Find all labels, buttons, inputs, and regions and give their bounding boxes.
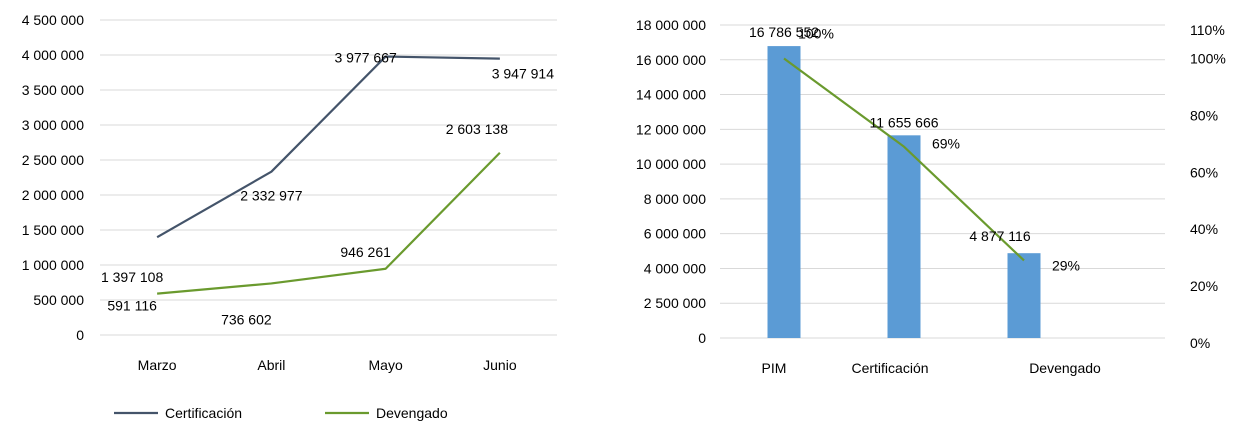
- y-tick-label: 0: [76, 327, 84, 343]
- x-tick-label: Certificación: [851, 360, 928, 376]
- legend-label: Devengado: [376, 405, 448, 421]
- line-chart-monthly: 0 500 000 1 000 000 1 500 000 2 000 000 2 500…: [22, 12, 557, 421]
- data-label: 1 397 108: [101, 269, 163, 285]
- y2-tick-label: 40%: [1190, 221, 1218, 237]
- data-label: 3 947 914: [492, 66, 554, 82]
- y2-tick-label: 110%: [1190, 22, 1225, 38]
- y-tick-label: 0: [698, 330, 706, 346]
- y-tick-label: 3 000 000: [22, 117, 84, 133]
- bar-certificación: [887, 135, 921, 338]
- legend-item: Devengado: [325, 405, 448, 421]
- y-tick-label: 16 000 000: [636, 52, 706, 68]
- percentage-label: 100%: [798, 25, 834, 41]
- x-tick-label: Junio: [483, 357, 517, 373]
- bar-value-label: 4 877 116: [969, 228, 1030, 244]
- series-line-1: [156, 55, 500, 239]
- y-tick-label: 1 500 000: [22, 222, 84, 238]
- y-tick-label: 4 500 000: [22, 12, 84, 28]
- legend-label: Certificación: [165, 405, 242, 421]
- percentage-label: 29%: [1052, 257, 1080, 273]
- x-tick-label: Mayo: [369, 357, 403, 373]
- data-label: 2 603 138: [446, 121, 508, 137]
- y-tick-label: 2 000 000: [22, 187, 84, 203]
- y2-tick-label: 60%: [1190, 164, 1218, 180]
- y-tick-label: 10 000 000: [636, 156, 706, 172]
- legend-item: Certificación: [114, 405, 242, 421]
- y2-tick-label: 0%: [1190, 335, 1210, 351]
- y2-tick-label: 80%: [1190, 107, 1218, 123]
- x-tick-label: Marzo: [138, 357, 177, 373]
- x-tick-label: Abril: [257, 357, 285, 373]
- percentage-line: [783, 57, 1025, 262]
- x-tick-label: PIM: [762, 360, 787, 376]
- data-label: 591 116: [107, 298, 157, 314]
- data-label: 946 261: [340, 244, 391, 260]
- y-tick-label: 14 000 000: [636, 87, 706, 103]
- y-tick-label: 6 000 000: [644, 226, 706, 242]
- data-label: 736 602: [221, 311, 272, 327]
- y-tick-label: 8 000 000: [644, 191, 706, 207]
- y-tick-label: 18 000 000: [636, 17, 706, 33]
- data-label: 3 977 667: [334, 50, 396, 66]
- y-tick-label: 4 000 000: [22, 47, 84, 63]
- x-tick-label: Devengado: [1029, 360, 1101, 376]
- bar-value-label: 16 786 552: [749, 24, 819, 40]
- series-line-2: [157, 152, 501, 295]
- y-tick-label: 2 500 000: [22, 152, 84, 168]
- bar-value-label: 11 655 666: [869, 114, 938, 130]
- y-tick-label: 3 500 000: [22, 82, 84, 98]
- y-tick-label: 500 000: [33, 292, 84, 308]
- y2-tick-label: 20%: [1190, 278, 1218, 294]
- y-tick-label: 2 500 000: [644, 295, 706, 311]
- bar-devengado: [1007, 253, 1041, 338]
- data-label: 2 332 977: [240, 188, 302, 204]
- y-tick-label: 12 000 000: [636, 121, 706, 137]
- bar-pim: [767, 46, 801, 338]
- y-tick-label: 1 000 000: [22, 257, 84, 273]
- percentage-label: 69%: [932, 136, 960, 152]
- y2-tick-label: 100%: [1190, 50, 1226, 66]
- y-tick-label: 4 000 000: [644, 260, 706, 276]
